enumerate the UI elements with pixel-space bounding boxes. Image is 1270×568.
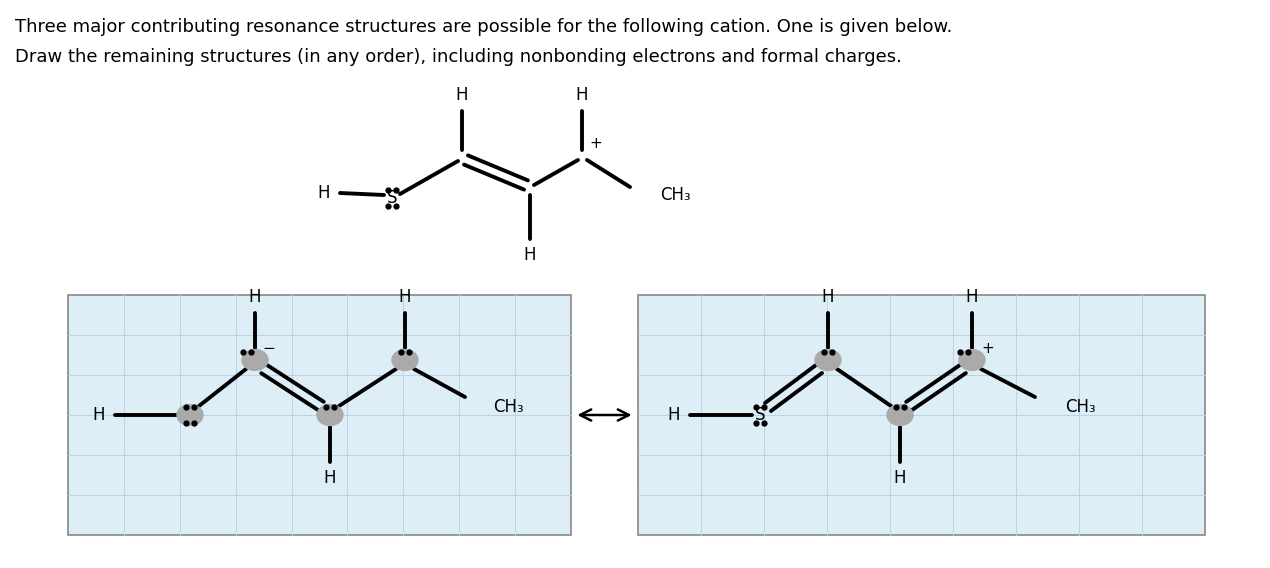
Text: H: H [575,86,588,104]
Text: H: H [965,288,978,306]
Text: H: H [249,288,262,306]
Text: +: + [589,136,602,151]
Text: H: H [523,246,536,264]
Ellipse shape [177,404,203,425]
Text: H: H [318,184,330,202]
Ellipse shape [392,349,418,370]
Text: H: H [324,469,337,487]
Text: H: H [894,469,907,487]
Text: Draw the remaining structures (in any order), including nonbonding electrons and: Draw the remaining structures (in any or… [15,48,902,66]
Bar [638,295,1205,535]
Text: S: S [754,406,766,424]
Text: CH₃: CH₃ [660,186,691,204]
Bar [69,295,572,535]
Text: +: + [982,340,994,356]
Ellipse shape [886,404,913,425]
Text: H: H [456,86,469,104]
Text: CH₃: CH₃ [493,398,523,416]
Text: H: H [822,288,834,306]
Ellipse shape [815,349,841,370]
Text: −: − [263,340,276,356]
Ellipse shape [243,349,268,370]
Text: Three major contributing resonance structures are possible for the following cat: Three major contributing resonance struc… [15,18,952,36]
Text: CH₃: CH₃ [1066,398,1096,416]
Text: S: S [387,189,398,207]
Text: H: H [399,288,411,306]
Text: H: H [668,406,679,424]
Ellipse shape [959,349,986,370]
Ellipse shape [318,404,343,425]
Text: H: H [93,406,105,424]
